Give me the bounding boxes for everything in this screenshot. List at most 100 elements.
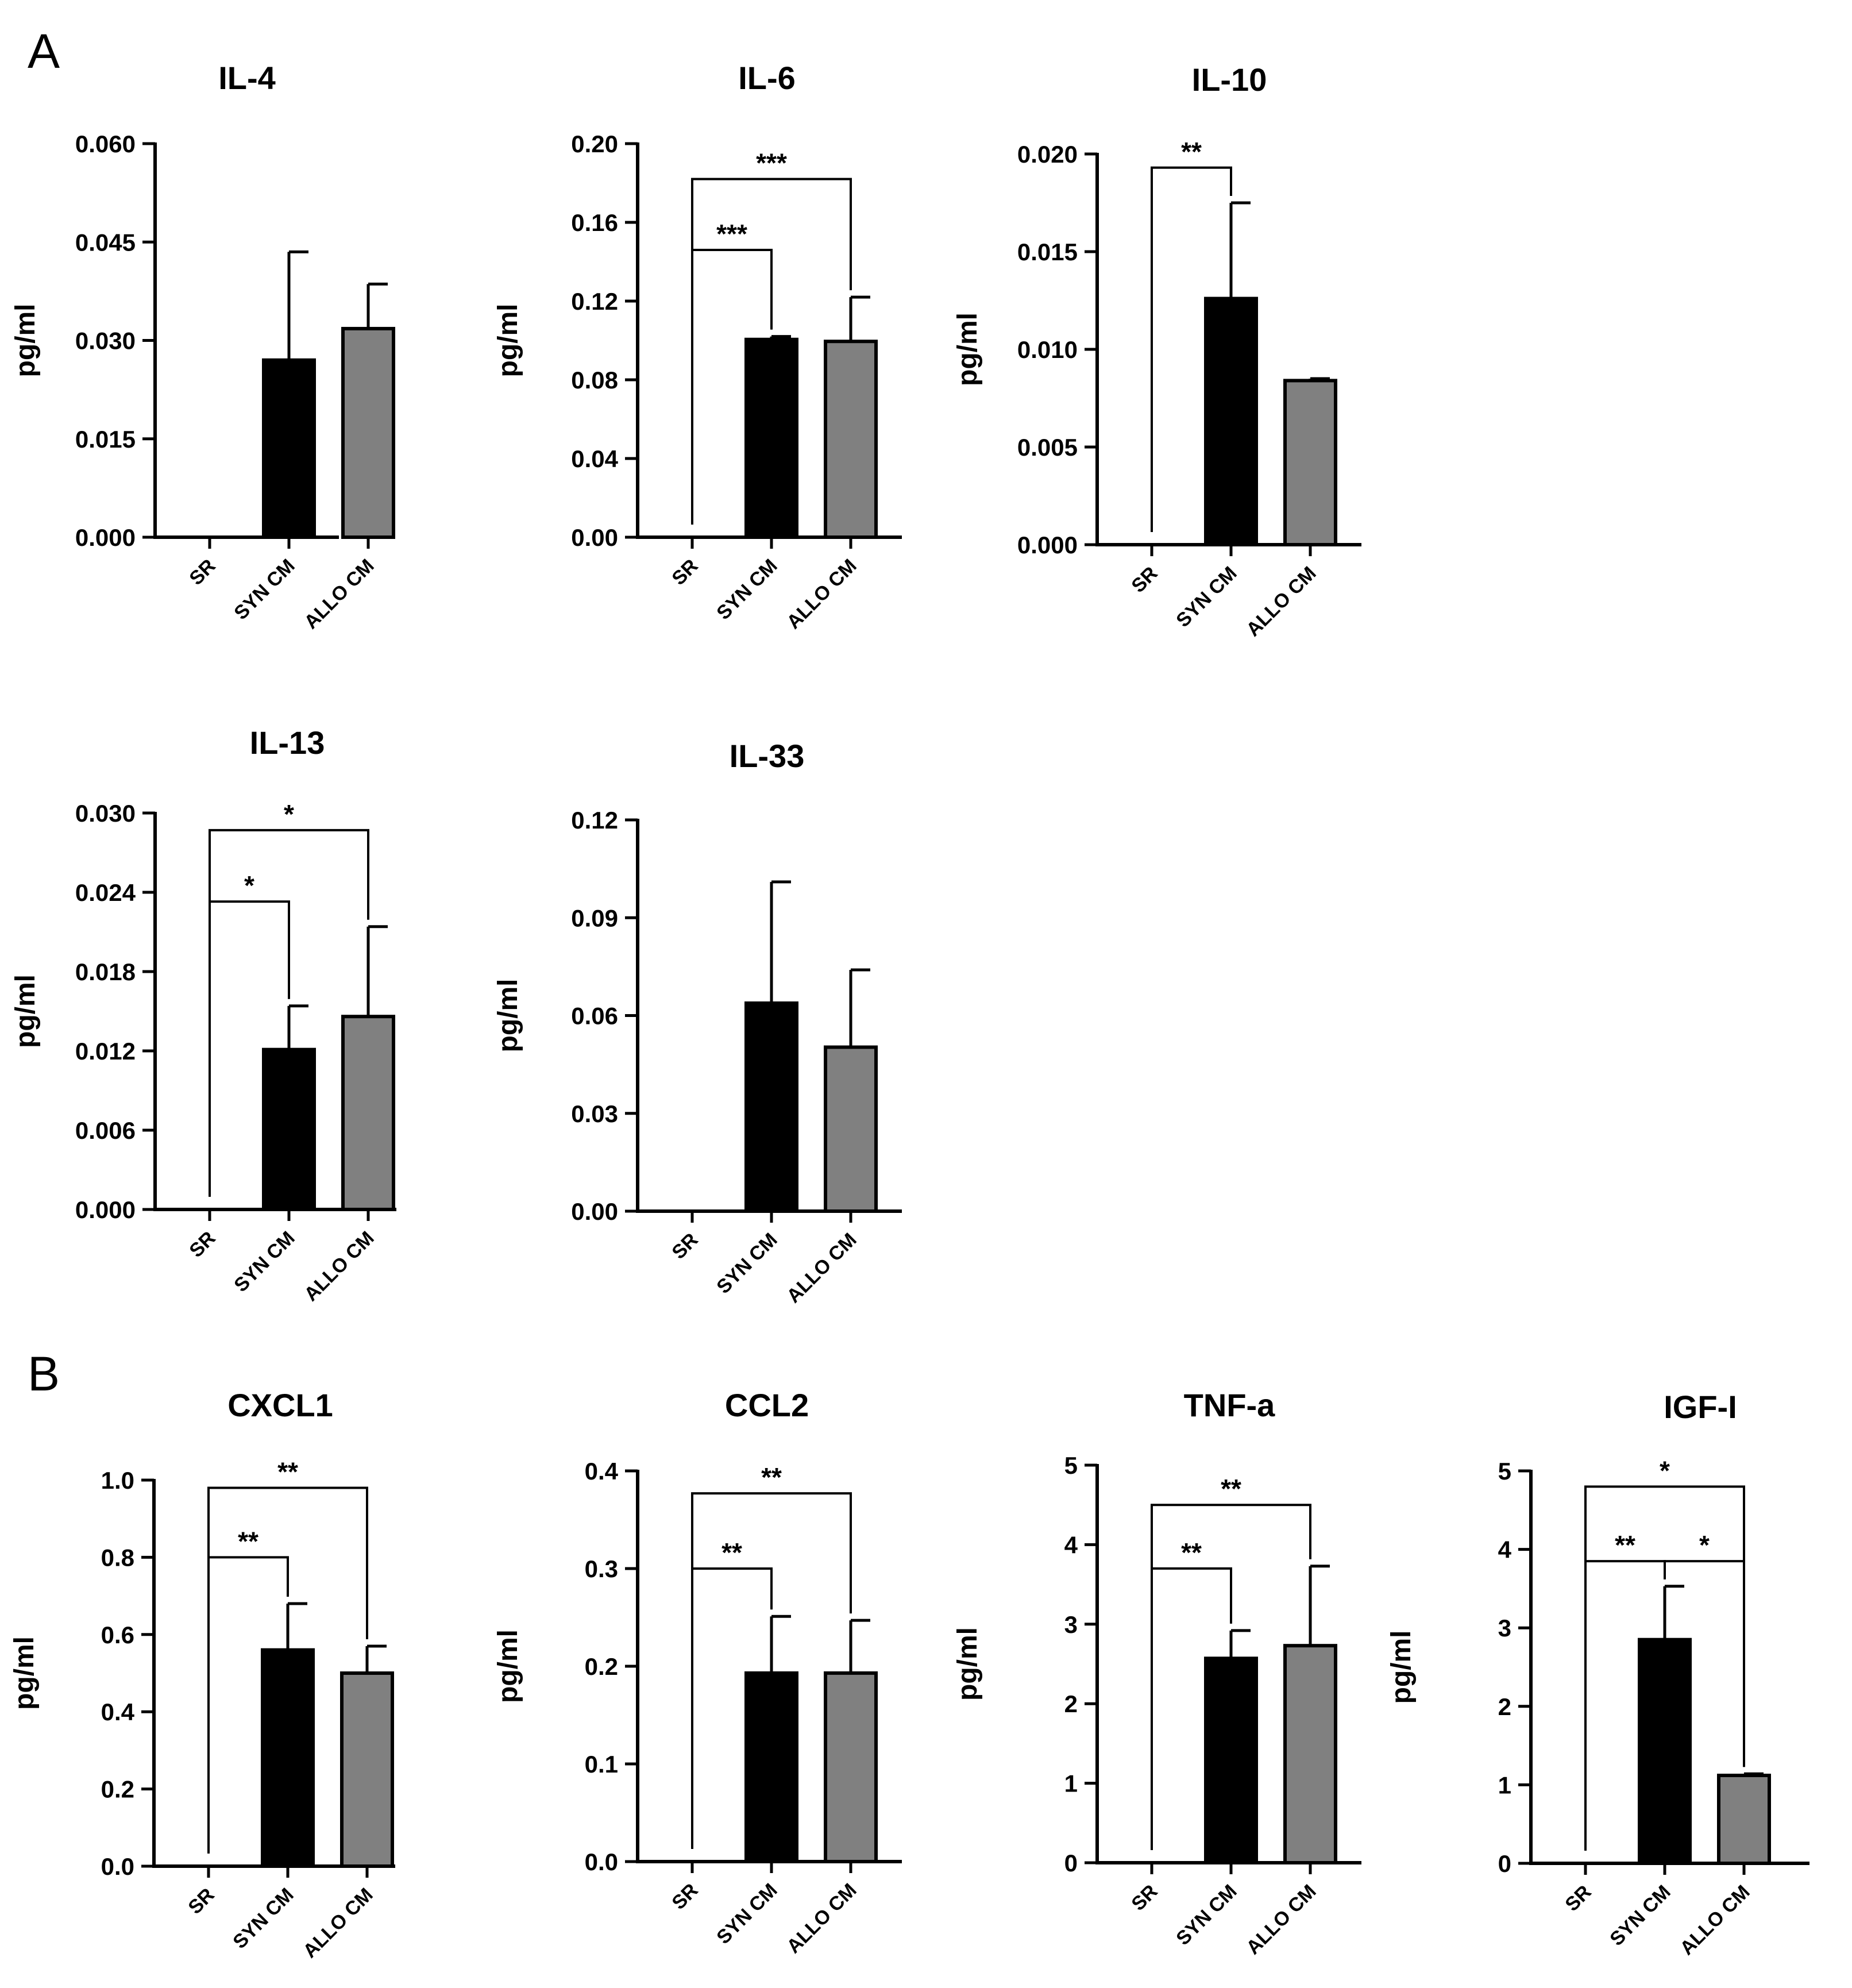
bar-allo-cm bbox=[1717, 1774, 1771, 1866]
significance-label: * bbox=[1699, 1530, 1710, 1560]
bar-syn-cm bbox=[262, 358, 316, 539]
y-tick-label: 0.045 bbox=[75, 229, 136, 256]
bar-syn-cm bbox=[261, 1648, 315, 1868]
y-tick-label: 0.005 bbox=[1017, 434, 1078, 461]
chart-title: IL-33 bbox=[730, 738, 805, 774]
y-tick-label: 0.12 bbox=[571, 288, 618, 315]
y-tick-label: 1 bbox=[1064, 1770, 1078, 1797]
significance-label: ** bbox=[1615, 1530, 1635, 1560]
x-tick-label: ALLO CM bbox=[300, 555, 378, 633]
y-tick-label: 5 bbox=[1498, 1458, 1511, 1485]
x-tick-label: SR bbox=[184, 1884, 218, 1918]
chart-title: IL-10 bbox=[1192, 61, 1267, 98]
y-tick-label: 0.03 bbox=[571, 1100, 618, 1127]
significance-bracket bbox=[1151, 166, 1232, 532]
significance-label: ** bbox=[1181, 137, 1202, 167]
bar-allo-cm bbox=[341, 326, 395, 539]
x-tick-label: SYN CM bbox=[1606, 1881, 1674, 1950]
y-tick-label: 0.09 bbox=[571, 904, 618, 931]
y-axis-label: pg/ml bbox=[9, 1636, 40, 1710]
y-axis-label: pg/ml bbox=[1386, 1631, 1417, 1704]
y-tick-label: 0.2 bbox=[101, 1776, 134, 1803]
y-tick-label: 0.000 bbox=[75, 524, 136, 551]
bar-allo-cm bbox=[1283, 1644, 1337, 1864]
chart-title: CCL2 bbox=[725, 1387, 809, 1423]
x-tick-label: ALLO CM bbox=[1242, 563, 1320, 641]
chart-title: TNF-a bbox=[1184, 1387, 1276, 1423]
x-tick-label: SR bbox=[668, 1879, 702, 1914]
y-axis-label: pg/ml bbox=[493, 304, 523, 377]
y-tick-label: 0.060 bbox=[75, 130, 136, 157]
chart-tnf-a: TNF-a pg/ml 0 1 2 3 4 5 SR SYN CM ALLO CM ** ** bbox=[952, 1387, 1361, 1959]
bar-allo-cm bbox=[824, 340, 878, 540]
significance-bracket bbox=[1151, 1504, 1311, 1850]
x-tick-label: SYN CM bbox=[712, 1229, 781, 1298]
significance-label: ** bbox=[238, 1526, 258, 1556]
significance-label: ** bbox=[761, 1462, 782, 1492]
chart-ccl2: CCL2 pg/ml 0.0 0.1 0.2 0.3 0.4 SR SYN CM ALLO CM *… bbox=[493, 1387, 902, 1958]
x-tick-label: ALLO CM bbox=[782, 1229, 861, 1307]
chart-il-4: IL-4 pg/ml 0.000 0.015 0.030 0.045 0.060 SR SYN … bbox=[10, 60, 395, 633]
chart-cxcl1: CXCL1 pg/ml 0.0 0.2 0.4 0.6 0.8 1.0 SR SYN CM ALLO… bbox=[9, 1387, 395, 1962]
y-tick-label: 1.0 bbox=[101, 1467, 134, 1494]
x-tick-label: SR bbox=[668, 1229, 702, 1263]
x-tick-label: SR bbox=[1561, 1881, 1595, 1916]
x-tick-label: SR bbox=[1127, 563, 1162, 597]
y-tick-label: 0.0 bbox=[101, 1853, 134, 1880]
y-tick-label: 0.00 bbox=[571, 1198, 618, 1225]
significance-bracket bbox=[207, 1486, 368, 1854]
x-tick-label: ALLO CM bbox=[782, 1879, 861, 1958]
y-tick-label: 2 bbox=[1498, 1693, 1511, 1720]
x-tick-label: ALLO CM bbox=[1676, 1881, 1754, 1959]
y-tick-label: 0.030 bbox=[75, 800, 136, 827]
x-tick-label: SYN CM bbox=[712, 1879, 781, 1948]
panel-label-a: A bbox=[28, 24, 60, 78]
chart-il-33: IL-33 pg/ml 0.00 0.03 0.06 0.09 0.12 SR SYN CM AL… bbox=[493, 738, 902, 1307]
chart-title: IL-4 bbox=[218, 60, 276, 96]
y-tick-label: 0.16 bbox=[571, 209, 618, 236]
y-tick-label: 0.8 bbox=[101, 1544, 134, 1571]
bar-syn-cm bbox=[1204, 296, 1258, 546]
significance-label: ** bbox=[277, 1457, 298, 1486]
y-tick-label: 0.2 bbox=[585, 1653, 618, 1680]
chart-title: IL-6 bbox=[738, 60, 796, 96]
bar-allo-cm bbox=[824, 1671, 878, 1863]
y-axis-label: pg/ml bbox=[10, 304, 41, 377]
significance-label: ** bbox=[1181, 1538, 1202, 1567]
y-tick-label: 0.6 bbox=[101, 1621, 134, 1648]
x-tick-label: SYN CM bbox=[712, 555, 781, 624]
y-tick-label: 0 bbox=[1498, 1850, 1511, 1877]
bar-syn-cm bbox=[1638, 1638, 1692, 1865]
y-tick-label: 0 bbox=[1064, 1850, 1078, 1877]
bar-syn-cm bbox=[744, 1671, 798, 1863]
y-tick-label: 0.010 bbox=[1017, 336, 1078, 363]
bar-allo-cm bbox=[824, 1045, 878, 1213]
significance-bracket bbox=[209, 829, 369, 1197]
y-tick-label: 0.006 bbox=[75, 1117, 136, 1144]
y-axis-label: pg/ml bbox=[10, 974, 41, 1048]
y-tick-label: 0.000 bbox=[1017, 531, 1078, 558]
x-tick-label: SYN CM bbox=[229, 1884, 298, 1953]
y-axis-label: pg/ml bbox=[952, 313, 983, 386]
x-tick-label: SR bbox=[185, 555, 219, 590]
y-tick-label: 0.00 bbox=[571, 524, 618, 551]
x-tick-label: SR bbox=[668, 555, 702, 590]
y-tick-label: 3 bbox=[1064, 1611, 1078, 1638]
y-axis-label: pg/ml bbox=[493, 1629, 523, 1703]
chart-il-6: IL-6 pg/ml 0.00 0.04 0.08 0.12 0.16 0.20 SR SYN C… bbox=[493, 60, 902, 633]
bar-syn-cm bbox=[744, 1001, 798, 1213]
significance-label: *** bbox=[756, 148, 787, 178]
x-tick-label: SYN CM bbox=[230, 1227, 299, 1296]
significance-label: * bbox=[1660, 1455, 1670, 1485]
significance-label: * bbox=[284, 799, 294, 829]
chart-title: IGF-I bbox=[1664, 1389, 1737, 1425]
y-tick-label: 4 bbox=[1064, 1531, 1078, 1558]
bar-allo-cm bbox=[1283, 379, 1337, 547]
y-tick-label: 0.20 bbox=[571, 130, 618, 157]
chart-il-10: IL-10 pg/ml 0.000 0.005 0.010 0.015 0.020 SR SYN… bbox=[952, 61, 1361, 641]
y-tick-label: 0.000 bbox=[75, 1196, 136, 1223]
chart-title: IL-13 bbox=[250, 725, 325, 761]
y-tick-label: 0.024 bbox=[75, 879, 136, 906]
bar-syn-cm bbox=[262, 1047, 316, 1211]
